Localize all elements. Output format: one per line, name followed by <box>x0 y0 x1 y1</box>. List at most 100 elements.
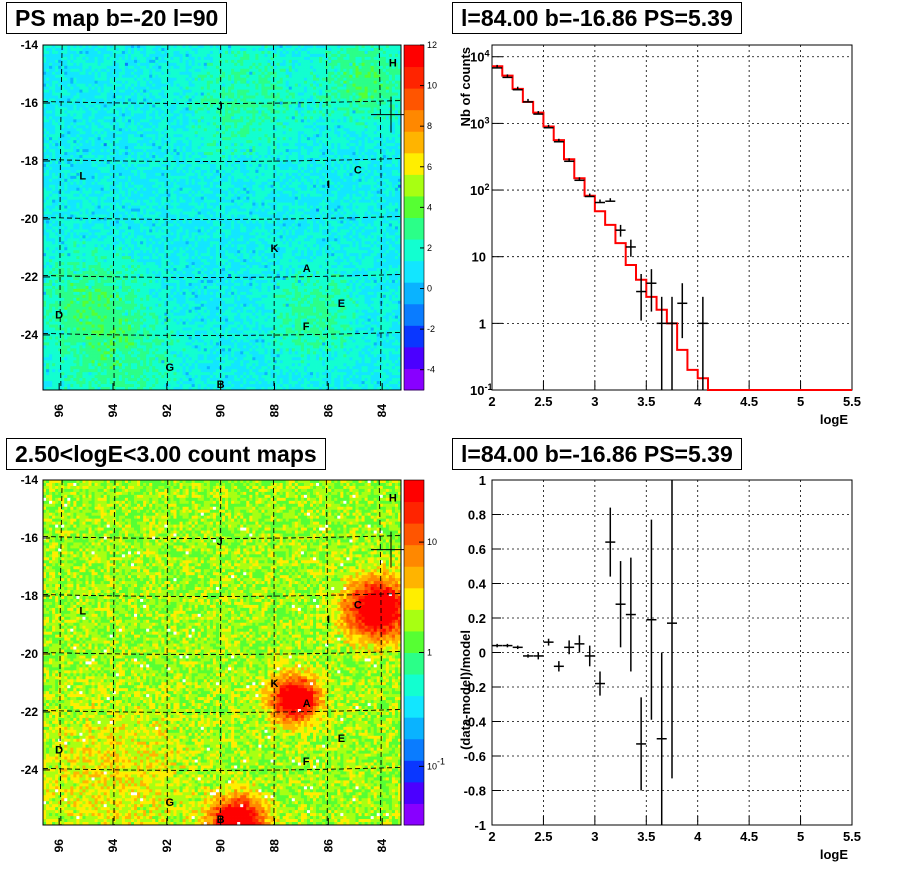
y-tick-label: -20 <box>21 212 39 226</box>
colorbar-step <box>404 652 424 675</box>
colorbar-step <box>404 587 424 610</box>
y-tick-label: -18 <box>21 589 39 603</box>
x-tick-label: 86 <box>321 404 335 418</box>
colorbar-step <box>404 609 424 632</box>
grid-line-b <box>42 651 402 655</box>
grid-line-b <box>42 158 402 162</box>
source-label-K: K <box>270 243 278 255</box>
source-label-D: D <box>55 310 63 322</box>
colorbar-step <box>404 738 424 761</box>
grid-line-b <box>42 273 402 278</box>
source-label-E: E <box>338 298 345 310</box>
source-label-I: I <box>327 179 330 191</box>
residual-title: l=84.00 b=-16.86 PS=5.39 <box>452 438 742 470</box>
ps-map <box>43 45 402 391</box>
x-tick-label: 94 <box>106 404 120 418</box>
model-histogram <box>492 65 852 391</box>
source-label-C: C <box>354 600 362 612</box>
colorbar-step <box>404 760 424 783</box>
colorbar-tick-label: 12 <box>427 40 437 50</box>
spectrum-title: l=84.00 b=-16.86 PS=5.39 <box>452 2 742 34</box>
grid-line-l <box>166 479 169 826</box>
x-tick-label: 96 <box>52 404 66 418</box>
colorbar-step <box>404 45 424 68</box>
grid-line-l <box>273 44 275 391</box>
colorbar-step <box>404 303 424 326</box>
y-tick-label: 0.8 <box>468 508 486 523</box>
colorbar-tick-label: 0 <box>427 284 432 294</box>
source-label-F: F <box>303 321 310 333</box>
y-tick-label: -22 <box>21 705 39 719</box>
count-grid <box>42 479 402 826</box>
x-tick-label: 92 <box>160 839 174 853</box>
colorbar-frame <box>403 44 425 391</box>
source-label-H: H <box>389 57 397 69</box>
x-tick-label: 4.5 <box>740 829 758 844</box>
y-tick-label: -22 <box>21 270 39 284</box>
source-label-D: D <box>55 745 63 757</box>
colorbar-tick-label: -4 <box>427 365 435 375</box>
colorbar-step <box>404 174 424 197</box>
colorbar-tick-label: 10 <box>427 537 437 547</box>
colorbar-step <box>404 109 424 132</box>
y-tick-label: -24 <box>21 328 39 342</box>
x-tick-label: 84 <box>375 839 389 853</box>
y-tick-label: -1 <box>474 818 486 833</box>
grid-line-l <box>378 44 382 391</box>
colorbar-step <box>404 88 424 111</box>
x-tick-label: 90 <box>214 404 228 418</box>
source-label-F: F <box>303 756 310 768</box>
y-tick-label: -0.8 <box>464 784 486 799</box>
colorbar-step <box>404 674 424 697</box>
source-label-G: G <box>166 362 175 374</box>
y-tick-label: -24 <box>21 763 39 777</box>
y-tick-label: -20 <box>21 647 39 661</box>
y-tick-label: 102 <box>470 182 489 198</box>
grid-line-b <box>42 331 402 336</box>
y-tick-label: 1 <box>479 473 486 488</box>
x-tick-label: 92 <box>160 404 174 418</box>
x-tick-label: 2 <box>488 394 495 409</box>
x-tick-label: 86 <box>321 839 335 853</box>
grid-line-l <box>113 44 116 391</box>
x-tick-label: 88 <box>267 404 281 418</box>
source-label-H: H <box>389 492 397 504</box>
x-tick-label: 4.5 <box>740 394 758 409</box>
source-label-J: J <box>217 101 223 113</box>
grid-line-l <box>113 479 116 826</box>
source-label-J: J <box>217 536 223 548</box>
x-axis-label: logE <box>820 847 848 862</box>
colorbar-step <box>404 523 424 546</box>
count-map <box>43 480 402 826</box>
count-map-title: 2.50<logE<3.00 count maps <box>6 438 326 470</box>
grid-line-b <box>42 216 402 220</box>
grid-line-b <box>42 593 402 597</box>
colorbar-step <box>404 695 424 718</box>
y-tick-label: 0.4 <box>468 577 487 592</box>
colorbar-step <box>404 325 424 348</box>
source-label-C: C <box>354 165 362 177</box>
colorbar-step <box>404 480 424 503</box>
y-tick-label: 10 <box>472 250 486 265</box>
x-tick-label: 96 <box>52 839 66 853</box>
colorbar-tick-label: 2 <box>427 243 432 253</box>
ps-grid <box>42 44 402 391</box>
y-tick-label: 104 <box>470 49 489 65</box>
colorbar-step <box>404 346 424 369</box>
x-tick-label: 5 <box>797 394 804 409</box>
colorbar-tick-label: 6 <box>427 162 432 172</box>
grid-line-l <box>325 44 329 391</box>
y-tick-label: 0.6 <box>468 542 486 557</box>
grid-line-b <box>42 100 402 104</box>
x-tick-label: 90 <box>214 839 228 853</box>
x-tick-label: 5.5 <box>843 829 861 844</box>
y-tick-label: -18 <box>21 154 39 168</box>
count-colorbar <box>404 480 424 826</box>
source-label-A: A <box>303 263 311 275</box>
colorbar-step <box>404 195 424 218</box>
colorbar-step <box>404 282 424 305</box>
y-tick-label: -0.6 <box>464 749 486 764</box>
x-tick-label: 3.5 <box>637 829 655 844</box>
colorbar-step <box>404 501 424 524</box>
x-tick-label: 94 <box>106 839 120 853</box>
